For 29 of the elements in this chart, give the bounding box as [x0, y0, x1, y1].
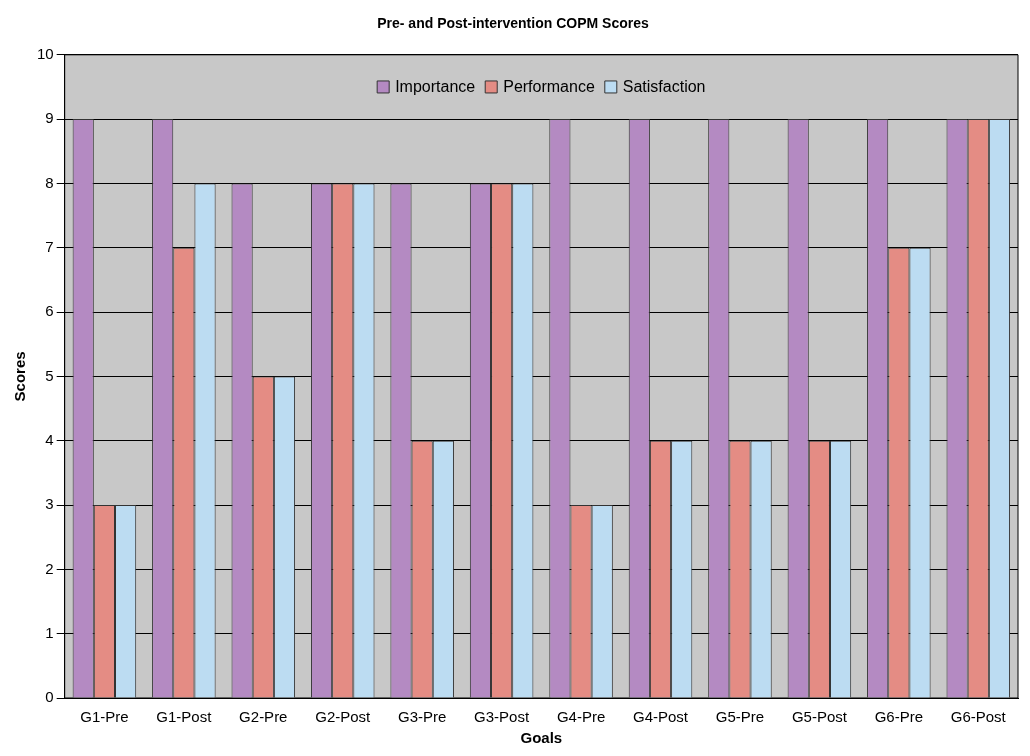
y-tick-label: 10: [37, 44, 54, 62]
y-tick-label: 6: [45, 302, 54, 320]
y-tick-label: 1: [45, 623, 54, 641]
y-tick-label: 3: [45, 495, 54, 513]
legend-label: Importance: [395, 78, 476, 96]
y-tick-label: 2: [45, 559, 54, 577]
y-tick-label: 9: [45, 109, 54, 127]
chart-title: Pre- and Post-intervention COPM Scores: [377, 15, 649, 32]
x-axis-title: Goals: [520, 729, 563, 747]
x-tick-label: G6-Post: [950, 708, 1007, 726]
y-tick-label: 0: [45, 688, 54, 706]
legend-label: Satisfaction: [622, 78, 706, 96]
y-tick-label: 8: [45, 173, 54, 191]
x-tick-label: G4-Post: [632, 708, 689, 726]
x-tick-label: G5-Post: [791, 708, 848, 726]
x-tick-label: G2-Post: [315, 708, 372, 726]
y-tick-label: 7: [45, 237, 54, 255]
y-tick-label: 5: [45, 366, 54, 384]
x-tick-label: G3-Pre: [398, 708, 447, 726]
x-tick-label: G5-Pre: [715, 708, 765, 726]
x-tick-label: G2-Pre: [239, 708, 288, 726]
x-tick-label: G3-Post: [474, 708, 530, 726]
y-axis-title: Scores: [11, 351, 29, 402]
legend-label: Performance: [503, 78, 595, 96]
x-tick-label: G4-Pre: [556, 708, 606, 726]
x-tick-label: G6-Pre: [874, 708, 924, 726]
y-tick-label: 4: [45, 430, 54, 448]
x-tick-label: G1-Post: [156, 708, 213, 726]
x-tick-label: G1-Pre: [80, 708, 129, 726]
